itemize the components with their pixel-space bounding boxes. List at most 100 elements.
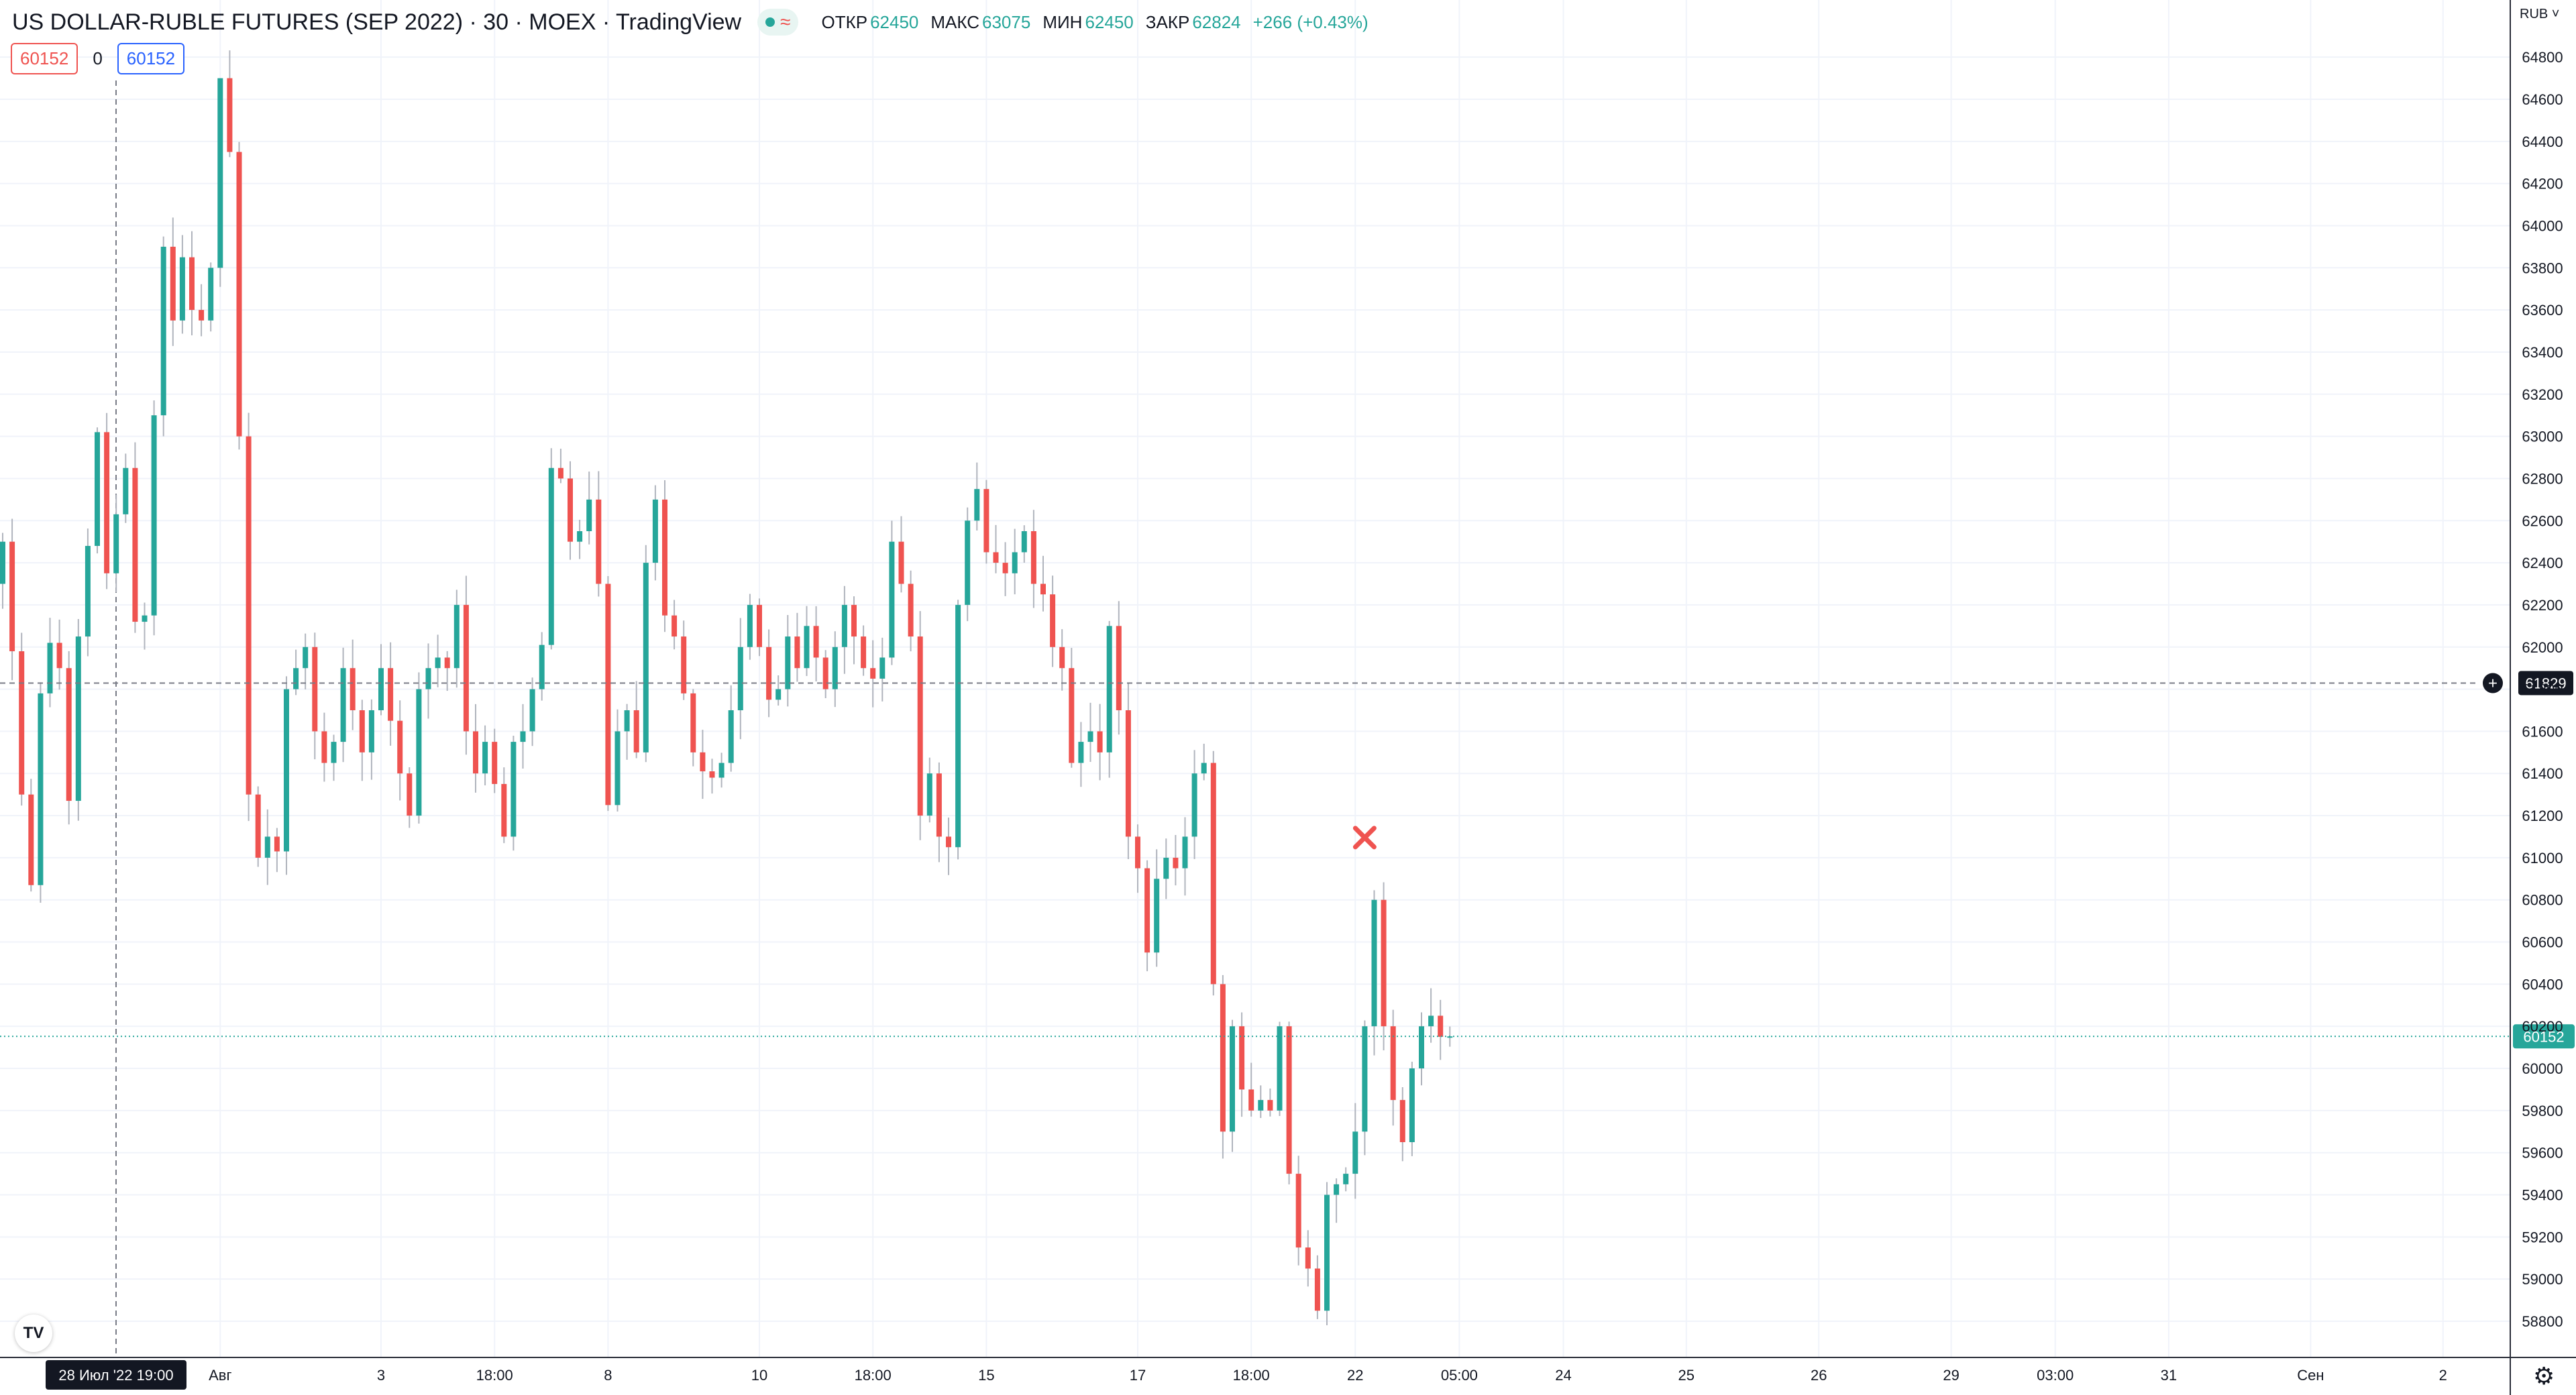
- candle-body: [889, 541, 895, 658]
- currency-selector[interactable]: RUB ˅: [2520, 7, 2560, 21]
- gear-icon[interactable]: ⚙: [2533, 1362, 2555, 1390]
- candle-body: [1324, 1194, 1330, 1311]
- candle-body: [1295, 1174, 1301, 1248]
- candle-body: [170, 246, 176, 321]
- candle-body: [785, 636, 791, 689]
- x-tick-label: 17: [1130, 1367, 1146, 1384]
- candle-body: [19, 651, 25, 795]
- candle-body: [813, 626, 819, 658]
- x-tick-label: 22: [1347, 1367, 1363, 1384]
- x-tick-label: 26: [1811, 1367, 1827, 1384]
- open-value: 62450: [870, 11, 919, 32]
- y-tick-label: 59200: [2522, 1229, 2563, 1245]
- candle-body: [1116, 626, 1122, 710]
- spread-value: 0: [93, 48, 103, 68]
- candle-body: [822, 657, 828, 689]
- candle-body: [1182, 836, 1188, 869]
- candle-body: [757, 604, 762, 647]
- sell-button[interactable]: 60152: [11, 43, 78, 74]
- market-status-badge[interactable]: ≈: [757, 9, 799, 36]
- y-tick-label: 62000: [2522, 639, 2563, 656]
- candle-body: [1267, 1100, 1273, 1111]
- currency-label: RUB: [2520, 7, 2548, 21]
- candle-body: [303, 647, 309, 669]
- candle-body: [9, 541, 15, 652]
- candle-body: [643, 563, 649, 752]
- candle-body: [737, 647, 743, 710]
- candle-body: [1173, 857, 1179, 869]
- x-tick-label: Авг: [209, 1367, 231, 1384]
- candle-body: [1381, 899, 1387, 1027]
- candle-body: [1191, 773, 1197, 837]
- candle-body: [965, 520, 971, 605]
- candle-body: [1334, 1184, 1340, 1195]
- candle-body: [397, 720, 403, 774]
- buy-button[interactable]: 60152: [117, 43, 185, 74]
- candle-body: [1087, 731, 1093, 742]
- x-tick-label: 03:00: [2037, 1367, 2074, 1384]
- x-tick-label: 31: [2161, 1367, 2177, 1384]
- y-tick-label: 63000: [2522, 429, 2563, 445]
- y-tick-label: 64400: [2522, 133, 2563, 150]
- candle-body: [766, 647, 772, 700]
- candle-body: [1220, 984, 1226, 1132]
- y-tick-label: 61800: [2522, 681, 2563, 698]
- x-tick-label: 18:00: [476, 1367, 513, 1384]
- candle-body: [142, 615, 148, 622]
- candle-body: [66, 668, 72, 801]
- candle-body: [1059, 647, 1065, 669]
- symbol-legend: US DOLLAR-RUBLE FUTURES (SEP 2022) · 30 …: [12, 7, 1378, 38]
- candle-body: [123, 467, 129, 514]
- candle-body: [662, 499, 667, 616]
- candle-body: [861, 636, 867, 669]
- candle-body: [747, 604, 753, 647]
- candle-body: [217, 78, 223, 268]
- y-tick-label: 61600: [2522, 723, 2563, 740]
- candle-body: [539, 645, 545, 689]
- candle-body: [1050, 594, 1056, 647]
- candle-body: [511, 742, 517, 837]
- candle-body: [350, 668, 356, 710]
- candle-body: [926, 773, 932, 816]
- x-tick-label: 24: [1555, 1367, 1571, 1384]
- tradingview-logo-icon[interactable]: TV: [15, 1315, 52, 1352]
- candle-body: [898, 541, 904, 584]
- x-tick-label: 10: [751, 1367, 767, 1384]
- x-tick-label: 2: [2439, 1367, 2447, 1384]
- crosshair-price-label-bg: [2518, 671, 2573, 695]
- candle-body: [917, 636, 923, 816]
- y-tick-label: 61400: [2522, 765, 2563, 782]
- low-label: МИН: [1042, 11, 1083, 32]
- candle-body: [482, 742, 488, 774]
- candle-body: [709, 771, 715, 778]
- candle-body: [189, 257, 195, 311]
- candle-body: [264, 836, 270, 858]
- candle-body: [274, 836, 280, 852]
- y-tick-label: 63200: [2522, 386, 2563, 403]
- candle-body: [690, 693, 696, 752]
- candle-body: [605, 583, 611, 805]
- candle-body: [1201, 763, 1207, 774]
- candle-body: [56, 643, 62, 669]
- candle-body: [586, 499, 592, 531]
- wave-icon: ≈: [780, 11, 791, 32]
- candle-body: [1390, 1026, 1396, 1101]
- candle-body: [1125, 710, 1131, 837]
- candle-body: [577, 531, 583, 542]
- candle-body: [652, 499, 658, 563]
- candle-body: [444, 657, 450, 669]
- candle-body: [1428, 1015, 1434, 1027]
- candle-body: [794, 636, 800, 669]
- candle-body: [879, 657, 885, 679]
- symbol-title[interactable]: US DOLLAR-RUBLE FUTURES (SEP 2022) · 30 …: [12, 9, 742, 35]
- candle-body: [908, 583, 914, 637]
- candle-body: [974, 489, 980, 521]
- candle-body: [672, 615, 678, 637]
- high-value: 63075: [982, 11, 1031, 32]
- candle-body: [0, 541, 5, 584]
- candle-body: [1210, 763, 1216, 985]
- order-panel: 60152 0 60152: [11, 43, 185, 74]
- candle-body: [359, 710, 365, 752]
